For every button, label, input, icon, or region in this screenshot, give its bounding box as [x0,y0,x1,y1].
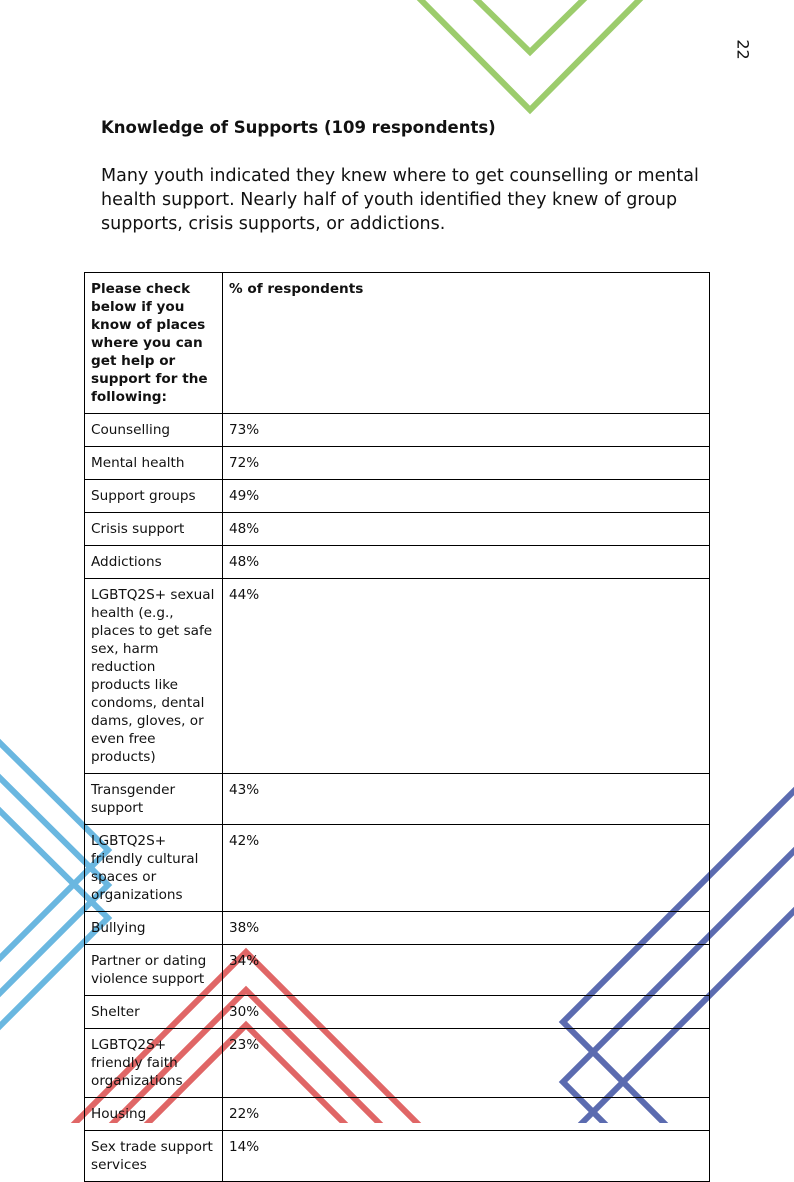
header-cell: Please check below if you know of places… [84,272,223,414]
heading: Knowledge of Supports (109 respondents) [101,118,496,137]
table-row: LGBTQ2S+ friendly cultural spaces or org… [84,824,710,912]
table-cell: Shelter [84,995,223,1029]
table-cell: Bullying [84,911,223,945]
table-row: LGBTQ2S+ friendly faith organizations 23% [84,1028,710,1098]
green-chevrons [416,0,644,115]
table-row: Crisis support 48% [84,512,710,546]
table-row: LGBTQ2S+ sexual health (e.g., places to … [84,578,710,774]
header-cell: % of respondents [222,272,710,414]
table-cell: 49% [222,479,710,513]
table-cell: Counselling [84,413,223,447]
table-row: Bullying 38% [84,911,710,945]
table-cell: 22% [222,1097,710,1131]
table-row: Partner or dating violence support 34% [84,944,710,996]
table-row: Transgender support 43% [84,773,710,825]
table-cell: Crisis support [84,512,223,546]
table-cell: Mental health [84,446,223,480]
table-cell: LGBTQ2S+ friendly cultural spaces or org… [84,824,223,912]
table-cell: 44% [222,578,710,774]
table-cell: 43% [222,773,710,825]
table-row: Shelter 30% [84,995,710,1029]
table-row: Housing 22% [84,1097,710,1131]
table-cell: 30% [222,995,710,1029]
table-cell: 48% [222,512,710,546]
table-row: Sex trade support services 14% [84,1130,710,1182]
table-cell: 72% [222,446,710,480]
table-cell: 23% [222,1028,710,1098]
table-row: Mental health 72% [84,446,710,480]
page-number: 22 [733,39,753,60]
table-cell: 73% [222,413,710,447]
table-cell: LGBTQ2S+ friendly faith organizations [84,1028,223,1098]
table-cell: 34% [222,944,710,996]
table-row: Counselling 73% [84,413,710,447]
table-cell: 48% [222,545,710,579]
table-cell: Sex trade support services [84,1130,223,1182]
table-cell: 14% [222,1130,710,1182]
table-cell: Addictions [84,545,223,579]
table-cell: 42% [222,824,710,912]
table-cell: LGBTQ2S+ sexual health (e.g., places to … [84,578,223,774]
table-row: Addictions 48% [84,545,710,579]
table-cell: 38% [222,911,710,945]
table-cell: Housing [84,1097,223,1131]
header-row: Please check below if you know of places… [84,272,710,414]
paragraph: Many youth indicated they knew where to … [101,166,699,234]
table-cell: Transgender support [84,773,223,825]
table: Please check below if you know of places… [84,272,710,1182]
table-cell: Partner or dating violence support [84,944,223,996]
table-row: Support groups 49% [84,479,710,513]
table-cell: Support groups [84,479,223,513]
